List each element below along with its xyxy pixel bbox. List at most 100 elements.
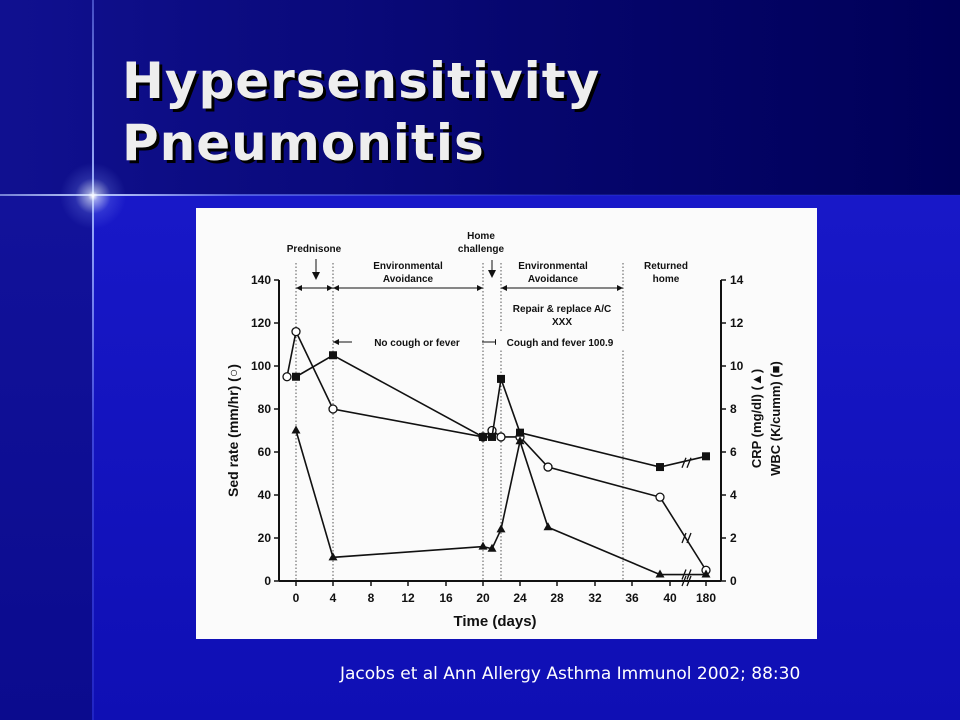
wbc-point xyxy=(702,452,710,461)
crp-point xyxy=(543,522,553,531)
crp-break-mark xyxy=(681,569,687,580)
y-right-tick-label: 6 xyxy=(730,445,737,459)
y-right-tick-label: 2 xyxy=(730,531,737,545)
y-right-axis-title-crp: CRP (mg/dl) (▲) xyxy=(749,369,764,468)
y-right-axis-title-wbc: WBC (K/cumm) (■) xyxy=(768,361,783,476)
decorative-horizontal-line xyxy=(0,194,960,196)
sedrate-break-mark xyxy=(686,532,692,544)
slide-title-line-2: Pneumonitis xyxy=(122,114,485,172)
y-left-tick-label: 100 xyxy=(251,359,271,373)
wbc-break-mark xyxy=(686,457,692,468)
y-left-axis-title: Sed rate (mm/hr) (○) xyxy=(225,364,241,497)
crp-point xyxy=(515,436,525,445)
crp-point xyxy=(655,569,665,578)
repair-label-line1: Repair & replace A/C xyxy=(513,304,612,315)
x-tick-label: 24 xyxy=(513,591,527,605)
sed-rate-point xyxy=(543,462,553,472)
decorative-vertical-line xyxy=(92,0,94,720)
x-tick-label: 8 xyxy=(368,591,375,605)
wbc-point xyxy=(488,432,496,441)
y-right-tick-label: 14 xyxy=(730,273,744,287)
x-tick-label: 16 xyxy=(439,591,453,605)
y-left-tick-label: 40 xyxy=(258,488,272,502)
repair-label-line2: XXX xyxy=(552,317,572,328)
y-right-tick-label: 12 xyxy=(730,316,744,330)
phase-span-arrow-head-right xyxy=(327,285,333,291)
phase-label-line2: challenge xyxy=(458,244,505,255)
left-band xyxy=(0,195,92,720)
x-tick-label: 32 xyxy=(588,591,602,605)
phase-label-line2: Avoidance xyxy=(528,274,579,285)
y-right-tick-label: 8 xyxy=(730,402,737,416)
x-tick-label: 180 xyxy=(696,591,716,605)
wbc-line xyxy=(295,354,707,468)
home-challenge-arrow-head xyxy=(488,270,496,278)
crp-break-mark xyxy=(686,569,692,580)
wbc-point xyxy=(516,428,524,437)
title-band xyxy=(0,0,960,195)
crp-point xyxy=(496,524,506,533)
y-left-tick-label: 140 xyxy=(251,273,271,287)
prednisone-arrow-head xyxy=(312,272,320,280)
y-right-tick-label: 10 xyxy=(730,359,744,373)
x-axis-break-mark xyxy=(681,575,687,587)
y-left-tick-label: 60 xyxy=(258,445,272,459)
crp-point xyxy=(487,543,497,552)
phase-label-line1: Home xyxy=(467,231,495,242)
phase-span-arrow-head-left xyxy=(501,285,507,291)
phase-label-line1: Environmental xyxy=(518,261,588,272)
y-left-tick-label: 120 xyxy=(251,316,271,330)
wbc-point xyxy=(292,372,300,381)
phase-label-line1: Environmental xyxy=(373,261,443,272)
x-axis-title: Time (days) xyxy=(453,613,536,630)
x-tick-label: 12 xyxy=(401,591,415,605)
wbc-point xyxy=(497,374,505,383)
phase-span-arrow-head-right xyxy=(617,285,623,291)
y-right-tick-label: 4 xyxy=(730,488,737,502)
sed-rate-point xyxy=(291,326,301,337)
x-tick-label: 40 xyxy=(663,591,677,605)
y-left-tick-label: 20 xyxy=(258,531,272,545)
wbc-break-mark xyxy=(681,457,687,468)
x-tick-label: 4 xyxy=(330,591,337,605)
crp-point xyxy=(328,552,338,561)
event-label-bg xyxy=(496,333,624,349)
event-span-arrow-head-left xyxy=(333,339,339,345)
phase-label-line2: Avoidance xyxy=(383,274,434,285)
chart-figure: 0 20 40 60 80 100 120 140 0 2 4 6 8 10 12 14 0 4 8 12 16 20 24… xyxy=(196,208,817,639)
sed-rate-point xyxy=(496,432,506,442)
x-tick-label: 0 xyxy=(293,591,300,605)
phase-label-line2: home xyxy=(653,274,680,285)
wbc-point xyxy=(479,432,487,441)
event-label-bg xyxy=(352,333,482,349)
crp-point xyxy=(701,569,711,578)
slide-title: Hypersensitivity Pneumonitis xyxy=(122,50,600,174)
y-left-tick-label: 80 xyxy=(258,402,272,416)
event-label: No cough or fever xyxy=(374,338,460,349)
x-axis-break-mark xyxy=(686,575,692,587)
sed-rate-point xyxy=(328,404,338,414)
crp-point xyxy=(291,425,301,434)
x-tick-label: 36 xyxy=(625,591,639,605)
x-tick-label: 28 xyxy=(550,591,564,605)
phase-label: Prednisone xyxy=(287,244,342,255)
x-tick-label: 20 xyxy=(476,591,490,605)
wbc-point xyxy=(656,463,664,472)
citation: Jacobs et al Ann Allergy Asthma Immunol … xyxy=(340,664,801,684)
slide-title-line-1: Hypersensitivity xyxy=(122,52,601,110)
phase-label-line1: Returned xyxy=(644,261,688,272)
sedrate-break-mark xyxy=(681,532,687,544)
y-right-tick-label: 0 xyxy=(730,574,737,588)
sed-rate-point xyxy=(282,372,292,382)
sed-rate-line xyxy=(286,329,707,571)
phase-span-arrow-head-left xyxy=(296,285,302,291)
sed-rate-point xyxy=(655,492,665,502)
phase-span-arrow-head-right xyxy=(477,285,483,291)
wbc-point xyxy=(329,351,337,360)
y-left-tick-label: 0 xyxy=(264,574,271,588)
phase-span-arrow-head-left xyxy=(333,285,339,291)
event-label: Cough and fever 100.9 xyxy=(507,338,614,349)
sparkle-decoration xyxy=(57,160,129,232)
crp-point xyxy=(478,541,488,550)
